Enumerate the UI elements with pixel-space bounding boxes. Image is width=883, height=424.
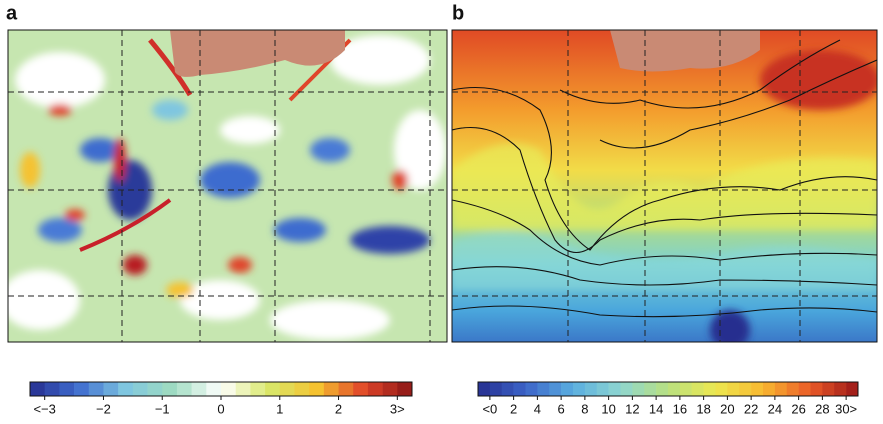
colorbar-segment (353, 382, 369, 396)
colorbar-tick-label: 14 (649, 401, 663, 416)
colorbar-tick-label: 2 (335, 401, 342, 416)
colorbar-segment (537, 382, 550, 396)
colorbar-segment (632, 382, 645, 396)
colorbar-tick-label: 12 (625, 401, 639, 416)
colorbar-segment (656, 382, 669, 396)
colorbar-tick-label: −2 (96, 401, 111, 416)
colorbar-segment (221, 382, 236, 396)
colorbar-segment (727, 382, 740, 396)
colorbar-segment (294, 382, 310, 396)
colorbar-segment (88, 382, 104, 396)
panel-label: a (6, 2, 18, 24)
colorbar-tick-label: 8 (581, 401, 588, 416)
panel-label: b (452, 2, 464, 24)
colorbar-tick-label: 3> (390, 401, 405, 416)
colorbar-segment (250, 382, 266, 396)
colorbar: <0 2 4 6 8 10 12 14 16 18 20 22 24 26 28 30> (477, 381, 859, 416)
colorbar-segment (786, 382, 799, 396)
colorbar-tick-label: 24 (768, 401, 782, 416)
colorbar-tick-label: <0 (482, 401, 497, 416)
colorbar-tick-label: 30> (835, 401, 857, 416)
colorbar-segment (763, 382, 776, 396)
colorbar-segment (478, 382, 491, 396)
colorbar-segment (30, 382, 45, 396)
colorbar-tick-label: 18 (696, 401, 710, 416)
colorbar-segment (525, 382, 538, 396)
colorbar-segment (338, 382, 354, 396)
colorbar-segment (118, 382, 134, 396)
colorbar-tick-label: 2 (510, 401, 517, 416)
colorbar-segment (561, 382, 574, 396)
colorbar-tick-label: 22 (744, 401, 758, 416)
anomaly-map (8, 30, 447, 342)
colorbar-segment (620, 382, 633, 396)
colorbar-segment (323, 382, 339, 396)
colorbar-segment (822, 382, 835, 396)
colorbar: <−3 −2 −1 0 1 2 3> (29, 381, 413, 416)
colorbar-segment (798, 382, 811, 396)
colorbar-tick-label: <−3 (33, 401, 55, 416)
grid (7, 29, 448, 343)
colorbar-segment (774, 382, 788, 396)
colorbar-segment (834, 382, 847, 396)
colorbar-segment (584, 382, 598, 396)
colorbar-tick-label: 10 (601, 401, 615, 416)
colorbar-segment (382, 382, 398, 396)
colorbar-tick-label: 6 (558, 401, 565, 416)
colorbar-segment (206, 382, 222, 396)
colorbar-segment (608, 382, 621, 396)
colorbar-segment (751, 382, 764, 396)
colorbar-segment (501, 382, 514, 396)
colorbar-tick-label: 20 (720, 401, 734, 416)
colorbar-tick-label: −1 (155, 401, 170, 416)
colorbar-segment (103, 382, 119, 396)
colorbar-segment (309, 382, 325, 396)
temperature-map (452, 30, 877, 342)
colorbar-segment (397, 382, 413, 396)
grid (451, 29, 878, 343)
colorbar-frame (477, 381, 859, 397)
colorbar-segment (596, 382, 609, 396)
colorbar-segment (679, 382, 693, 396)
colorbar-tick-label: 26 (791, 401, 805, 416)
colorbar-segment (715, 382, 728, 396)
colorbar-segment (59, 382, 75, 396)
colorbar-segment (132, 382, 148, 396)
colorbar-segment (703, 382, 716, 396)
colorbar-segment (549, 382, 562, 396)
colorbar-segment (191, 382, 207, 396)
colorbar-segment (147, 382, 163, 396)
colorbar-segment (279, 382, 295, 396)
colorbar-segment (367, 382, 383, 396)
colorbar-tick-label: 16 (673, 401, 687, 416)
colorbar-tick-label: 28 (815, 401, 829, 416)
colorbar-segment (513, 382, 526, 396)
colorbar-segment (573, 382, 586, 396)
colorbar-segment (235, 382, 251, 396)
colorbar-tick-label: 0 (217, 401, 224, 416)
colorbar-segment (489, 382, 503, 396)
colorbar-segment (176, 382, 192, 396)
colorbar-segment (44, 382, 60, 396)
colorbar-segment (810, 382, 823, 396)
colorbar-segment (846, 382, 859, 396)
colorbar-tick-label: 4 (534, 401, 541, 416)
colorbar-segment (739, 382, 752, 396)
colorbar-segment (74, 382, 90, 396)
colorbar-segment (162, 382, 178, 396)
colorbar-segment (644, 382, 657, 396)
colorbar-segment (668, 382, 681, 396)
colorbar-segment (265, 382, 281, 396)
colorbar-segment (691, 382, 704, 396)
colorbar-tick-label: 1 (276, 401, 283, 416)
